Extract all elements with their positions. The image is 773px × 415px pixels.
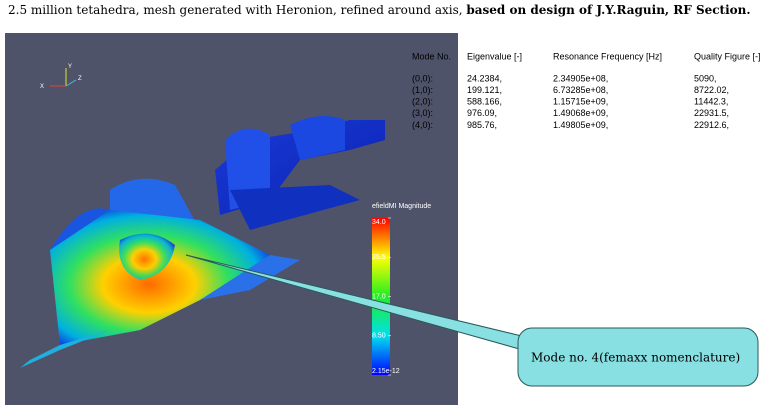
- table-cell: 985.76,: [467, 120, 497, 130]
- caption: 2.5 million tetahedra, mesh generated wi…: [8, 3, 751, 17]
- callout-box: [517, 327, 759, 387]
- table-cell: 8722.02,: [694, 85, 729, 95]
- table-cell: 2.34905e+08,: [553, 73, 608, 83]
- colorbar-tick-label: 17.0: [372, 293, 386, 300]
- table-cell: 22931.5,: [694, 108, 729, 118]
- table-header: Eigenvalue [-]: [467, 51, 522, 61]
- table-cell: (2,0):: [412, 97, 433, 107]
- colorbar-tick-label: 8.50: [372, 333, 386, 340]
- colorbar-title: efieldMI Magnitude: [372, 203, 431, 210]
- colorbar-tick-label: 34.0: [372, 219, 386, 226]
- axis-label-z: Z: [78, 76, 82, 82]
- table-cell: 1.49068e+09,: [553, 108, 608, 118]
- table-cell: 976.09,: [467, 108, 497, 118]
- table-cell: 199.121,: [467, 85, 502, 95]
- caption-bold: based on design of J.Y.Raguin, RF Sectio…: [466, 3, 751, 17]
- table-cell: 1.15715e+09,: [553, 97, 608, 107]
- table-cell: 22912.6,: [694, 120, 729, 130]
- table-cell: 5090,: [694, 73, 717, 83]
- axis-label-y: Y: [68, 64, 72, 70]
- table-header: Mode No.: [412, 51, 451, 61]
- table-cell: 11442.3,: [694, 97, 728, 107]
- mesh-rendering: [20, 116, 385, 368]
- table-cell: (1,0):: [412, 85, 433, 95]
- colorbar: [372, 218, 390, 375]
- table-header: Quality Figure [-]: [694, 51, 761, 61]
- colorbar-tick-label: 25.5: [372, 254, 386, 261]
- viewport: [5, 33, 458, 405]
- colorbar-tick-label: 2.15e-12: [372, 368, 400, 375]
- axes-icon: [50, 68, 77, 87]
- table-cell: 24.2384,: [467, 73, 502, 83]
- table-cell: 1.49805e+09,: [553, 120, 608, 130]
- table-cell: 588.166,: [467, 97, 502, 107]
- caption-text: 2.5 million tetahedra, mesh generated wi…: [8, 3, 467, 17]
- table-cell: (0,0):: [412, 73, 433, 83]
- table-header: Resonance Frequency [Hz]: [553, 51, 662, 61]
- table-cell: (3,0):: [412, 108, 433, 118]
- callout-text: Mode no. 4(femaxx nomenclature): [531, 351, 740, 365]
- table-cell: (4,0):: [412, 120, 433, 130]
- table-cell: 6.73285e+08,: [553, 85, 608, 95]
- axis-label-x: X: [40, 84, 44, 90]
